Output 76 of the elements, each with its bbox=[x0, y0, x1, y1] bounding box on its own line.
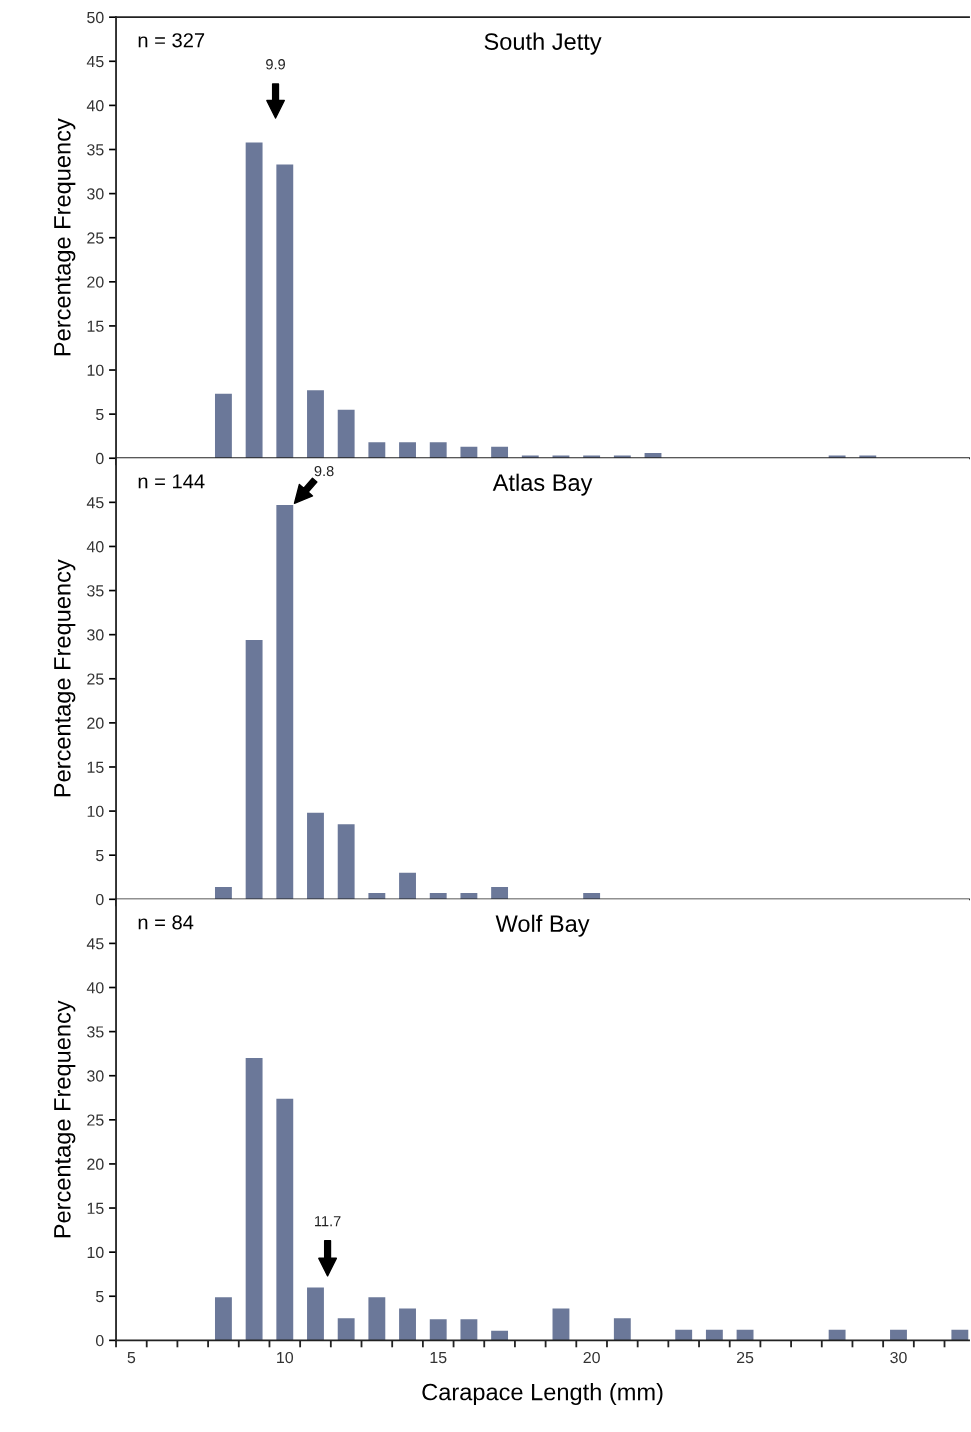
y-tick-label: 20 bbox=[87, 1158, 104, 1170]
bar bbox=[429, 1319, 447, 1341]
annotation: n = 84 bbox=[138, 915, 194, 930]
y-tick-label: 25 bbox=[87, 673, 104, 685]
bar bbox=[245, 1058, 263, 1341]
y-tick-label: 0 bbox=[95, 893, 104, 906]
bar bbox=[429, 442, 447, 459]
y-tick-label: 20 bbox=[87, 276, 104, 288]
bar bbox=[368, 442, 386, 459]
x-tick-label: 20 bbox=[583, 1351, 600, 1364]
y-tick-label: 15 bbox=[87, 1202, 104, 1214]
y-tick-label: 30 bbox=[87, 188, 104, 200]
y-tick-label: 20 bbox=[87, 717, 104, 729]
y-tick-label: 0 bbox=[95, 452, 104, 465]
y-tick-label: 40 bbox=[86, 982, 104, 994]
bar bbox=[337, 1318, 355, 1341]
bar bbox=[214, 1297, 232, 1341]
y-tick-label: 25 bbox=[87, 232, 104, 244]
x-tick-label: 10 bbox=[277, 1351, 294, 1364]
y-tick-label: 35 bbox=[87, 585, 104, 597]
y-axis-title: Percentage Frequency bbox=[54, 1000, 76, 1238]
y-tick-label: 45 bbox=[86, 938, 104, 950]
y-tick-label: 25 bbox=[87, 1114, 104, 1126]
bar bbox=[307, 812, 324, 900]
bar bbox=[491, 886, 509, 900]
y-tick-label: 10 bbox=[87, 364, 104, 376]
y-tick-label: 40 bbox=[86, 100, 104, 112]
annotation: 11.7 bbox=[315, 1216, 341, 1227]
y-tick-label: 5 bbox=[95, 1291, 104, 1303]
bar bbox=[214, 886, 232, 900]
y-tick-label: 15 bbox=[87, 761, 104, 773]
y-tick-label: 15 bbox=[87, 320, 104, 332]
bar bbox=[399, 872, 416, 900]
bar bbox=[460, 1319, 478, 1341]
annotation: n = 144 bbox=[138, 474, 205, 489]
y-tick-label: 5 bbox=[95, 408, 104, 421]
annotation: 9.8 bbox=[314, 465, 334, 477]
bar bbox=[613, 1318, 631, 1341]
bar bbox=[337, 824, 355, 900]
x-tick-label: 5 bbox=[127, 1352, 136, 1364]
y-tick-label: 45 bbox=[86, 56, 104, 68]
bar bbox=[368, 1297, 386, 1341]
y-tick-label: 5 bbox=[95, 849, 104, 862]
y-tick-label: 35 bbox=[87, 144, 104, 156]
x-axis-title: Carapace Length (mm) bbox=[422, 1383, 663, 1406]
text: Atlas Bay bbox=[492, 473, 593, 496]
bar bbox=[245, 639, 263, 900]
y-tick-label: 30 bbox=[87, 629, 104, 641]
text: Wolf Bay bbox=[495, 914, 590, 937]
y-tick-label: 0 bbox=[95, 1334, 104, 1347]
y-axis-title: Percentage Frequency bbox=[54, 559, 76, 797]
bar bbox=[307, 390, 324, 459]
bar bbox=[399, 442, 416, 459]
text: South Jetty bbox=[484, 32, 602, 55]
bar bbox=[276, 1098, 294, 1341]
y-tick-label: 50 bbox=[87, 11, 104, 24]
bar bbox=[307, 1287, 324, 1341]
y-tick-label: 30 bbox=[87, 1070, 104, 1082]
y-tick-label: 35 bbox=[87, 1026, 104, 1038]
bar bbox=[552, 1308, 570, 1341]
bar bbox=[276, 504, 294, 900]
x-tick-label: 15 bbox=[430, 1352, 447, 1364]
bar bbox=[337, 409, 355, 459]
annotation: n = 327 bbox=[138, 33, 205, 48]
annotation: 9.9 bbox=[266, 59, 285, 70]
x-tick-label: 30 bbox=[890, 1351, 907, 1364]
y-tick-label: 45 bbox=[86, 497, 104, 509]
bar bbox=[276, 164, 294, 459]
y-tick-label: 40 bbox=[86, 541, 104, 553]
x-tick-label: 25 bbox=[736, 1351, 754, 1364]
y-axis-title: Percentage Frequency bbox=[54, 118, 76, 356]
y-tick-label: 10 bbox=[87, 1246, 104, 1259]
y-tick-label: 10 bbox=[87, 805, 104, 818]
bar bbox=[399, 1308, 416, 1341]
bar bbox=[245, 142, 263, 459]
bar bbox=[214, 393, 232, 459]
